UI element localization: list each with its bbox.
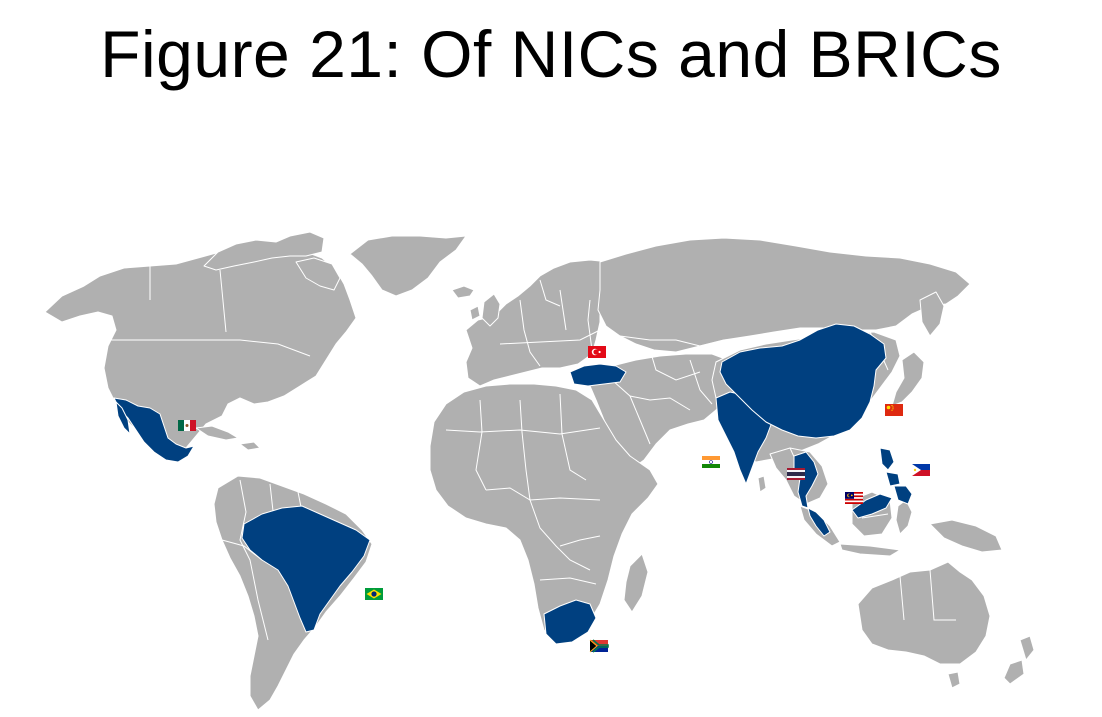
china-flag-icon	[885, 404, 903, 416]
land-russia	[597, 237, 971, 353]
land-arctic-islands	[203, 231, 325, 271]
land-baffin	[295, 257, 341, 291]
land-hispaniola	[239, 441, 261, 451]
land-kamchatka	[919, 291, 945, 337]
baja-california-region	[115, 401, 131, 435]
land-britain	[481, 293, 501, 327]
brazil-flag-icon	[365, 588, 383, 600]
land-australia	[857, 561, 991, 665]
land-new-guinea	[929, 519, 1003, 553]
land-sulawesi	[895, 499, 913, 535]
land-madagascar	[623, 553, 649, 613]
philippines-luzon-region	[879, 447, 895, 471]
country-borders	[104, 266, 956, 641]
figure-title: Figure 21: Of NICs and BRICs	[100, 17, 1002, 91]
turkey-flag-icon	[588, 346, 606, 358]
land-tasmania	[947, 671, 961, 689]
philippines-flag-icon	[912, 464, 930, 476]
highlighted-countries	[113, 323, 913, 645]
flags	[178, 346, 930, 653]
base-land	[44, 231, 1035, 711]
china-region	[719, 323, 887, 439]
thailand-flag-icon	[787, 468, 805, 480]
malaysia-flag-icon	[845, 492, 863, 504]
turkey-region	[569, 363, 627, 387]
land-cuba	[195, 425, 239, 441]
brazil-region	[241, 505, 371, 633]
land-sri-lanka	[757, 475, 767, 493]
malaysia-borneo-region	[851, 493, 893, 519]
land-iceland	[451, 285, 475, 299]
land-new-zealand-south	[1003, 659, 1025, 685]
mexico-region	[113, 397, 195, 463]
land-japan	[891, 351, 925, 407]
mexico-flag-icon	[178, 420, 196, 431]
philippines-visayas-region	[885, 471, 901, 487]
south-africa-flag-icon	[589, 639, 609, 653]
land-greenland	[349, 235, 467, 297]
malaysia-peninsula-region	[807, 507, 831, 537]
land-ireland	[469, 305, 481, 321]
land-new-zealand	[1019, 635, 1035, 661]
philippines-mindanao-region	[893, 485, 913, 505]
india-flag-icon	[702, 456, 720, 468]
land-africa	[429, 383, 659, 643]
south-africa-region	[543, 599, 597, 645]
land-java	[839, 543, 901, 557]
